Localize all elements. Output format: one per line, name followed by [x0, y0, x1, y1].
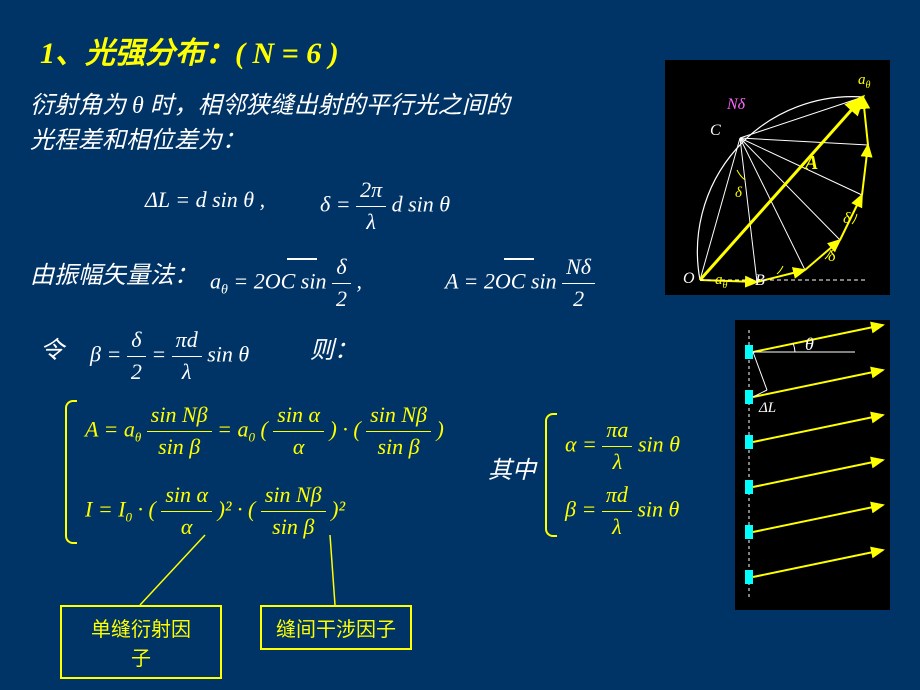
fig1-delta-inner: δ [735, 185, 742, 202]
callout1-l1: 单缝衍射因 [76, 613, 206, 642]
fig1-asub1: θ [723, 280, 728, 291]
fig1-asub2: θ [866, 80, 871, 91]
callout1-l2: 子 [76, 642, 206, 671]
fig2-DL: ΔL [759, 400, 776, 417]
fig1-a-theta-top: aθ [858, 72, 870, 91]
callout-single-slit: 单缝衍射因 子 [60, 605, 222, 679]
fig1-a1: a [715, 272, 723, 288]
fig1-a-theta-bottom: aθ [715, 272, 727, 291]
grating-diagram: θ ΔL [735, 320, 890, 610]
fig1-A: A [805, 152, 818, 175]
fig1-O: O [683, 270, 695, 288]
fig1-C: C [710, 122, 721, 140]
fig1-B: B [755, 272, 765, 290]
callout-interference: 缝间干涉因子 [260, 605, 412, 650]
grating-svg [735, 320, 890, 610]
fig1-delta-1: δ [843, 210, 850, 228]
fig2-theta: θ [805, 334, 814, 355]
slide: 1、光强分布：( N = 6 ) 衍射角为 θ 时，相邻狭缝出射的平行光之间的 … [0, 0, 920, 690]
phasor-svg [665, 60, 890, 295]
phasor-diagram: Nδ C A O B aθ aθ δ δ δ [665, 60, 890, 295]
fig1-a2: a [858, 72, 866, 88]
fig1-Ndelta: Nδ [727, 96, 745, 114]
fig1-delta-2: δ [828, 248, 835, 266]
